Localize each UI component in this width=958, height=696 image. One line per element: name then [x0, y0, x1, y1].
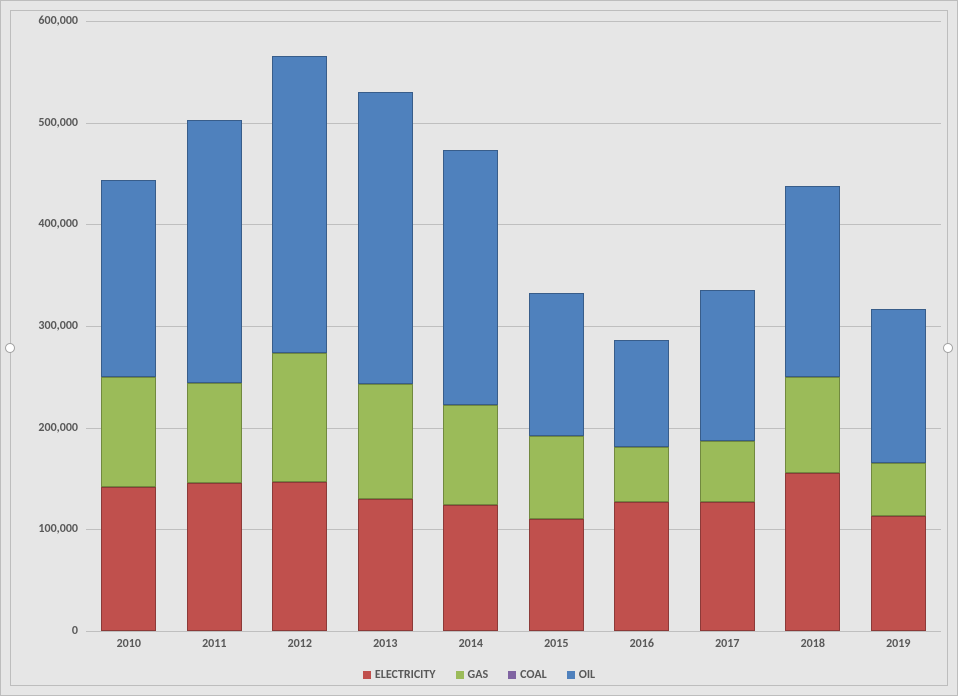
- y-tick-label: 600,000: [38, 14, 86, 28]
- bar-segment-oil: [614, 340, 669, 447]
- bar-segment-gas: [529, 436, 584, 519]
- y-tick-label: 400,000: [38, 217, 86, 231]
- bar-group: [443, 21, 498, 631]
- y-tick-label: 300,000: [38, 319, 86, 333]
- bar-segment-oil: [272, 56, 327, 354]
- bars: [86, 21, 941, 631]
- chart-object[interactable]: 0 100,000 200,000 300,000 400,000 500,000 600,…: [10, 10, 948, 686]
- bar-segment-oil: [785, 186, 840, 377]
- bar-group: [614, 21, 669, 631]
- bar-segment-oil: [101, 180, 156, 377]
- bar-segment-gas: [871, 463, 926, 516]
- bar-group: [101, 21, 156, 631]
- bar-group: [700, 21, 755, 631]
- bar-segment-electricity: [187, 483, 242, 631]
- legend-item-coal: COAL: [508, 668, 547, 682]
- bar-group: [529, 21, 584, 631]
- bar-group: [871, 21, 926, 631]
- y-tick-label: 200,000: [38, 421, 86, 435]
- bar-segment-electricity: [272, 482, 327, 631]
- legend-label: OIL: [579, 668, 595, 682]
- y-tick-label: 0: [72, 624, 86, 638]
- x-tick-label: 2010: [117, 631, 141, 651]
- bar-segment-oil: [700, 290, 755, 440]
- bar-group: [358, 21, 413, 631]
- x-tick-label: 2017: [715, 631, 739, 651]
- x-tick-label: 2014: [459, 631, 483, 651]
- bar-group: [785, 21, 840, 631]
- bar-segment-oil: [529, 293, 584, 435]
- bar-segment-electricity: [785, 473, 840, 631]
- bar-segment-oil: [358, 92, 413, 384]
- x-tick-label: 2015: [544, 631, 568, 651]
- bar-segment-electricity: [529, 519, 584, 631]
- bar-segment-gas: [443, 405, 498, 505]
- x-tick-label: 2013: [373, 631, 397, 651]
- x-tick-label: 2018: [801, 631, 825, 651]
- x-tick-label: 2011: [202, 631, 226, 651]
- legend-swatch-oil: [567, 671, 575, 679]
- x-tick-label: 2012: [288, 631, 312, 651]
- bar-group: [272, 21, 327, 631]
- x-tick-label: 2016: [630, 631, 654, 651]
- resize-handle-right[interactable]: [943, 343, 953, 353]
- bar-segment-electricity: [443, 505, 498, 631]
- chart-selection-frame[interactable]: 0 100,000 200,000 300,000 400,000 500,000 600,…: [0, 0, 958, 696]
- bar-segment-gas: [187, 383, 242, 483]
- bar-segment-electricity: [614, 502, 669, 631]
- resize-handle-left[interactable]: [5, 343, 15, 353]
- bar-segment-gas: [358, 384, 413, 499]
- bar-segment-gas: [785, 377, 840, 474]
- legend-swatch-coal: [508, 671, 516, 679]
- bar-segment-oil: [187, 120, 242, 383]
- bar-segment-gas: [614, 447, 669, 502]
- legend-label: COAL: [520, 668, 547, 682]
- y-tick-label: 500,000: [38, 116, 86, 130]
- legend-swatch-electricity: [363, 671, 371, 679]
- legend-item-gas: GAS: [456, 668, 489, 682]
- y-tick-label: 100,000: [38, 522, 86, 536]
- legend-item-electricity: ELECTRICITY: [363, 668, 436, 682]
- bar-segment-oil: [443, 150, 498, 405]
- bar-segment-oil: [871, 309, 926, 464]
- legend-label: ELECTRICITY: [375, 668, 436, 682]
- legend-item-oil: OIL: [567, 668, 595, 682]
- bar-segment-gas: [700, 441, 755, 502]
- bar-segment-electricity: [358, 499, 413, 631]
- bar-segment-electricity: [101, 487, 156, 631]
- bar-segment-gas: [101, 377, 156, 487]
- legend-swatch-gas: [456, 671, 464, 679]
- bar-segment-gas: [272, 353, 327, 481]
- legend: ELECTRICITY GAS COAL OIL: [11, 668, 947, 682]
- bar-segment-electricity: [700, 502, 755, 631]
- bar-group: [187, 21, 242, 631]
- bar-segment-electricity: [871, 516, 926, 631]
- x-tick-label: 2019: [886, 631, 910, 651]
- plot-area: 0100,000200,000300,000400,000500,000600,…: [86, 21, 941, 631]
- legend-label: GAS: [468, 668, 489, 682]
